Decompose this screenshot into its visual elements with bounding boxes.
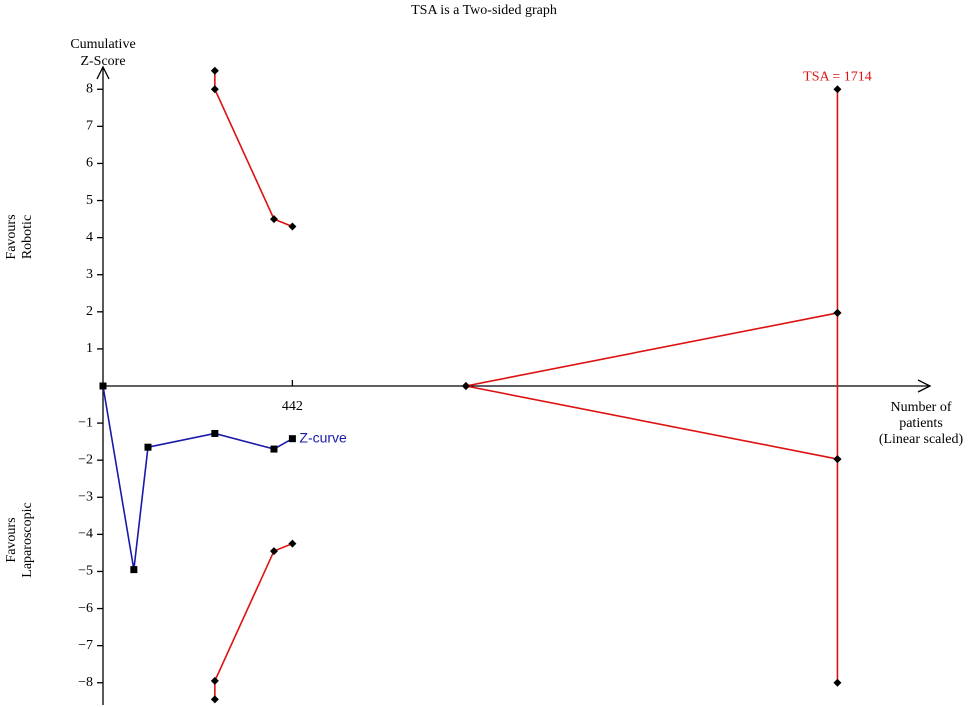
marker bbox=[288, 435, 296, 443]
y-tick-label: 2 bbox=[86, 304, 93, 319]
series-line bbox=[465, 385, 838, 460]
marker bbox=[833, 308, 842, 317]
y-tick-label: 7 bbox=[86, 119, 93, 134]
marker bbox=[210, 676, 219, 685]
y-tick-label: 3 bbox=[86, 267, 93, 282]
y-tick-label: −3 bbox=[78, 489, 93, 504]
marker bbox=[210, 66, 219, 75]
y-tick-label: 4 bbox=[86, 230, 93, 245]
marker bbox=[210, 85, 219, 94]
marker bbox=[288, 222, 297, 231]
y-tick-label: −2 bbox=[78, 452, 93, 467]
marker bbox=[211, 429, 219, 437]
axis-arrow bbox=[917, 379, 932, 393]
annotation: TSA = 1714 bbox=[803, 69, 872, 84]
y-tick-label: 5 bbox=[86, 193, 93, 208]
x-axis-title: Number of bbox=[890, 400, 951, 415]
marker bbox=[833, 85, 842, 94]
region-label: Favours bbox=[4, 517, 19, 562]
marker bbox=[270, 445, 278, 453]
region-label: Favours bbox=[4, 214, 19, 259]
marker bbox=[130, 566, 138, 574]
region-label: Robotic bbox=[20, 215, 35, 259]
y-tick-label: −4 bbox=[78, 527, 93, 542]
series-line bbox=[102, 385, 293, 570]
y-tick-label: 1 bbox=[86, 341, 93, 356]
chart-title: TSA is a Two-sided graph bbox=[411, 3, 557, 18]
series-line bbox=[214, 70, 293, 228]
x-tick-label: 442 bbox=[282, 399, 303, 414]
marker bbox=[288, 539, 297, 548]
y-tick-label: 8 bbox=[86, 81, 93, 96]
legend-label: Z-curve bbox=[299, 429, 347, 445]
marker bbox=[269, 547, 278, 556]
y-tick-label: 6 bbox=[86, 156, 93, 171]
axis-arrow bbox=[96, 65, 110, 80]
marker bbox=[833, 678, 842, 687]
series-line bbox=[214, 542, 293, 700]
series-line bbox=[465, 312, 838, 387]
marker bbox=[461, 382, 470, 390]
y-axis-title: Cumulative bbox=[70, 37, 135, 52]
y-tick-label: −1 bbox=[78, 415, 93, 430]
x-axis-title: patients bbox=[899, 416, 943, 431]
marker bbox=[99, 382, 107, 390]
marker bbox=[833, 455, 842, 464]
marker bbox=[269, 215, 278, 224]
y-tick-label: −5 bbox=[78, 564, 93, 579]
y-tick-label: −7 bbox=[78, 638, 93, 653]
y-tick-label: −8 bbox=[78, 675, 93, 690]
marker bbox=[144, 443, 152, 451]
region-label: Laparoscopic bbox=[20, 502, 35, 577]
x-axis-title: (Linear scaled) bbox=[879, 432, 964, 447]
y-tick-label: −6 bbox=[78, 601, 93, 616]
y-axis-title: Z-Score bbox=[80, 54, 125, 69]
marker bbox=[210, 695, 219, 704]
